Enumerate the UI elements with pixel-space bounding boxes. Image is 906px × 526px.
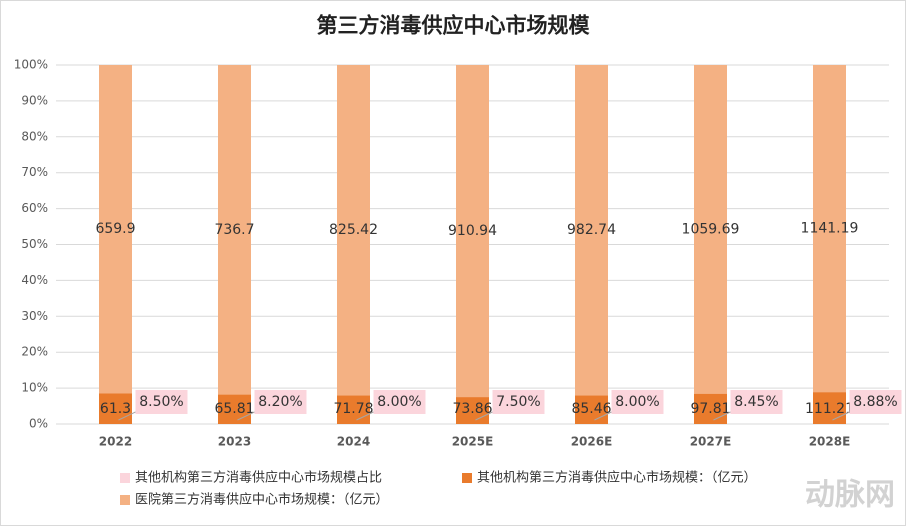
y-tick-label: 100%	[14, 58, 48, 72]
leader-line	[237, 411, 255, 421]
share-label-box	[492, 390, 545, 414]
x-tick-label: 2022	[99, 435, 132, 449]
value-label: 736.7	[214, 222, 254, 238]
share-label-box	[611, 390, 664, 414]
x-tick-label: 2026E	[571, 435, 613, 449]
y-tick-label: 60%	[21, 201, 48, 215]
bar-segment	[337, 65, 370, 396]
share-label: 8.00%	[615, 394, 659, 410]
legend-label: 医院第三方消毒供应中心市场规模：（亿元）	[135, 492, 389, 508]
x-tick-label: 2023	[218, 435, 251, 449]
bar-segment	[813, 65, 846, 393]
share-label-box	[849, 390, 902, 414]
bar-segment	[99, 393, 132, 424]
share-label-box	[373, 390, 426, 414]
bar-segment	[218, 65, 251, 395]
bar-segment	[456, 65, 489, 398]
share-label: 8.88%	[853, 394, 897, 410]
share-label-box	[730, 390, 783, 414]
y-tick-label: 0%	[29, 417, 48, 431]
share-label: 8.00%	[377, 394, 421, 410]
leader-line	[475, 411, 493, 421]
y-tick-label: 70%	[21, 165, 48, 179]
leader-line	[118, 411, 136, 421]
value-label: 61.3	[100, 401, 131, 417]
leader-line	[356, 411, 374, 421]
value-label: 910.94	[448, 223, 497, 239]
value-label: 97.81	[690, 401, 730, 417]
leader-line	[713, 411, 731, 421]
legend-label: 其他机构第三方消毒供应中心市场规模占比	[135, 470, 382, 486]
bar-segment	[694, 65, 727, 394]
value-label: 111.21	[805, 401, 854, 417]
value-label: 825.42	[329, 222, 378, 238]
share-label: 8.50%	[139, 394, 183, 410]
share-label-box	[135, 390, 188, 414]
share-label: 7.50%	[496, 394, 540, 410]
y-tick-label: 80%	[21, 129, 48, 143]
legend-swatch	[462, 473, 472, 483]
watermark: 动脉网	[805, 478, 895, 513]
legend-swatch	[120, 473, 130, 483]
value-label: 982.74	[567, 222, 616, 238]
x-tick-label: 2027E	[690, 435, 732, 449]
value-label: 1141.19	[801, 221, 859, 237]
value-label: 65.81	[214, 401, 254, 417]
share-label: 8.45%	[734, 394, 778, 410]
value-label: 85.46	[571, 401, 611, 417]
y-tick-label: 50%	[21, 237, 48, 251]
chart-title: 第三方消毒供应中心市场规模	[317, 13, 591, 38]
bar-segment	[456, 397, 489, 424]
leader-line	[594, 411, 612, 421]
bar-segment	[694, 393, 727, 424]
legend-label: 其他机构第三方消毒供应中心市场规模：（亿元）	[477, 470, 757, 486]
share-label: 8.20%	[258, 394, 302, 410]
value-label: 1059.69	[682, 221, 740, 237]
bar-segment	[337, 395, 370, 424]
legend-swatch	[120, 495, 130, 505]
bar-segment	[575, 395, 608, 424]
bar-segment	[813, 392, 846, 424]
x-tick-label: 2028E	[809, 435, 851, 449]
value-label: 73.86	[452, 401, 492, 417]
bar-segment	[575, 65, 608, 396]
leader-line	[832, 411, 850, 421]
x-tick-label: 2025E	[452, 435, 494, 449]
y-tick-label: 30%	[21, 309, 48, 323]
value-label: 659.9	[95, 221, 135, 237]
y-tick-label: 20%	[21, 345, 48, 359]
y-tick-label: 90%	[21, 93, 48, 107]
y-tick-label: 40%	[21, 273, 48, 287]
value-label: 71.78	[333, 401, 373, 417]
bar-segment	[99, 65, 132, 394]
y-tick-label: 10%	[21, 381, 48, 395]
x-tick-label: 2024	[337, 435, 370, 449]
share-label-box	[254, 390, 307, 414]
bar-segment	[218, 394, 251, 424]
